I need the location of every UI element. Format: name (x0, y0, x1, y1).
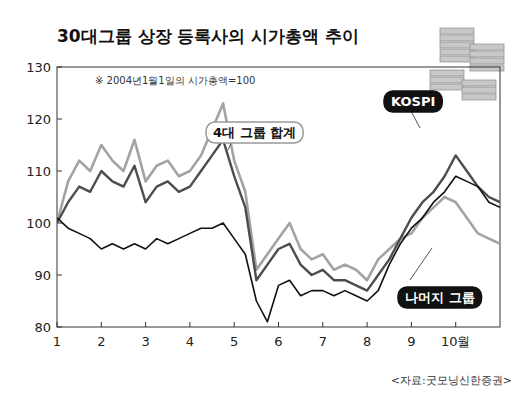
money-bundle (430, 70, 464, 76)
x-tick (322, 322, 323, 327)
money-bundle (440, 35, 474, 41)
x-tick-label: 9 (407, 334, 415, 349)
x-tick (367, 322, 368, 327)
y-tick (57, 119, 62, 120)
series-label: 나머지 그룹 (405, 290, 475, 305)
y-tick (57, 327, 62, 328)
series-label-box (398, 287, 482, 308)
x-tick (101, 322, 102, 327)
plot-frame (57, 67, 500, 327)
x-tick-label: 7 (319, 334, 327, 349)
x-tick-label: 2 (97, 334, 105, 349)
x-tick-label: 8 (363, 334, 371, 349)
series-label-box (206, 122, 303, 143)
y-tick-label: 90 (34, 268, 51, 283)
money-bundle (470, 51, 504, 57)
x-tick (278, 322, 279, 327)
series-line (57, 176, 500, 322)
y-tick-label: 100 (26, 216, 51, 231)
title: 30대그룹 상장 등록사의 시가총액 추이 (57, 26, 359, 46)
money-bundle (440, 56, 474, 62)
money-bundle (430, 77, 464, 83)
lines (57, 103, 500, 321)
y-tick (57, 171, 62, 172)
source: <자료:굿모닝신한증권> (391, 374, 512, 387)
x-tick (234, 322, 235, 327)
y-tick-label: 80 (34, 320, 51, 335)
x-tick (145, 322, 146, 327)
series-label-box (384, 91, 442, 112)
x-tick-label: 5 (230, 334, 238, 349)
money-bundle (470, 58, 504, 64)
money-bundle (440, 28, 474, 34)
money-bundle (440, 49, 474, 55)
x-tick-label: 4 (186, 334, 194, 349)
y-tick (57, 67, 62, 68)
money-bundle (470, 44, 504, 50)
money-icon (430, 28, 504, 100)
x-tick (411, 322, 412, 327)
y-tick-label: 110 (26, 164, 51, 179)
x-tick (189, 322, 190, 327)
x-tick-label: 10월 (441, 334, 471, 349)
money-bundle (430, 84, 464, 90)
series-line (57, 140, 500, 291)
money-bundle (462, 80, 496, 86)
money-bundle (440, 42, 474, 48)
x-tick-label: 3 (141, 334, 149, 349)
y-tick-label: 120 (26, 112, 51, 127)
note: ※ 2004년1월1일의 시가총액=100 (95, 75, 255, 86)
series-label: KOSPI (391, 94, 435, 109)
x-tick (455, 322, 456, 327)
label-leader (410, 248, 432, 280)
money-bundle (462, 94, 496, 100)
x-tick-label: 1 (53, 334, 61, 349)
money-bundle (470, 65, 504, 71)
y-tick-label: 130 (26, 60, 51, 75)
x-tick-label: 6 (274, 334, 282, 349)
money-bundle (462, 87, 496, 93)
series-label: 4대 그룹 합계 (213, 125, 296, 140)
y-tick (57, 275, 62, 276)
x-tick (57, 322, 58, 327)
